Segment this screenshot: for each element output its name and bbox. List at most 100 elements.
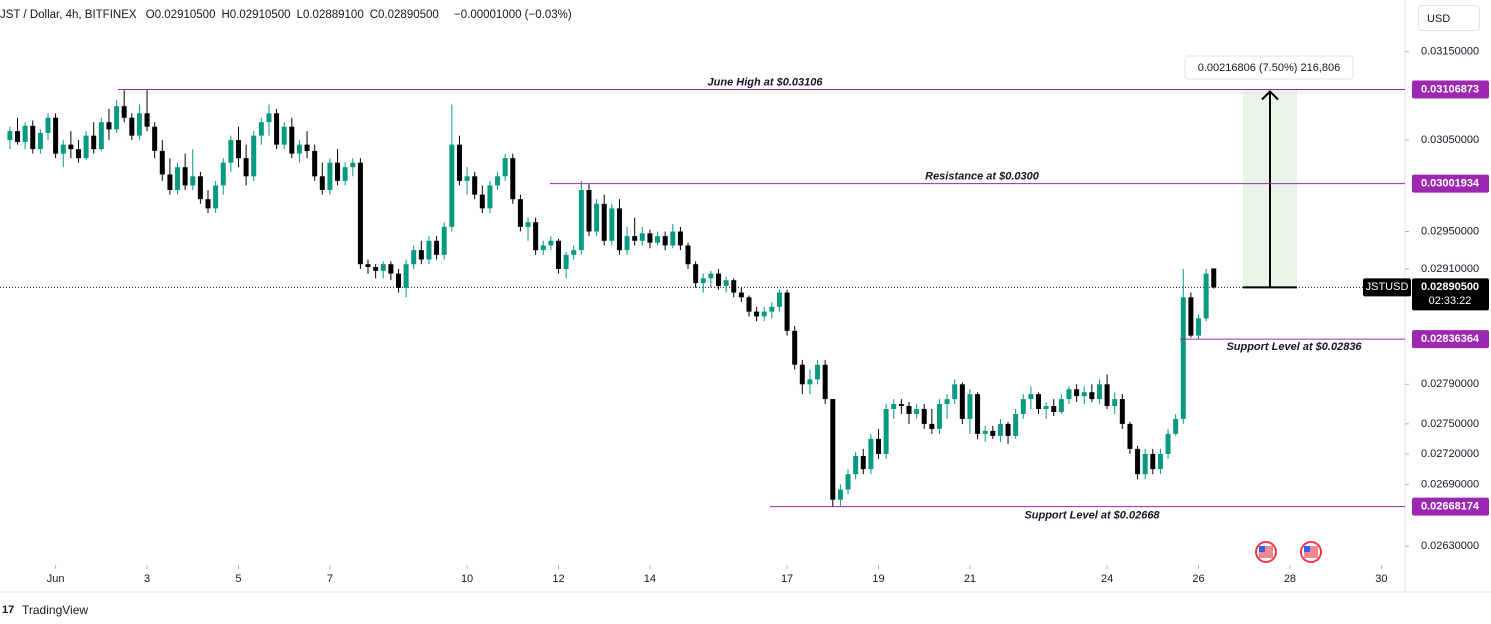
candle-body [182,167,188,186]
candle-body [266,113,272,123]
candle-body [220,162,226,186]
candle-body [1180,297,1186,419]
candle-body [601,203,607,241]
candle-body [1028,394,1034,400]
symbol-legend: JST / Dollar, 4h, BITFINEX O0.02910500 H0… [0,9,578,21]
candle-body [45,117,51,133]
candle-body [845,474,851,490]
candle-body [418,250,424,260]
candle-body [876,438,882,454]
candle-body [982,430,988,434]
candle-body [868,438,874,470]
x-tick-label: 30 [1375,573,1387,585]
candle-body [533,222,539,251]
candle-body [304,144,310,151]
candle-body [388,264,394,274]
candle-body [929,423,935,429]
candle-body [731,280,737,293]
candle-body [647,233,653,243]
candle-body [281,126,287,145]
candle-body [22,125,28,142]
x-tick-label: 26 [1192,573,1204,585]
candle-body [335,162,341,181]
symbol-badge-label: JSTUSD [1366,281,1409,293]
level-note: Resistance at $0.0300 [925,171,1040,183]
candle-body [479,194,485,209]
candle-body [434,240,440,255]
candle-body [670,231,676,246]
candle-body [327,162,333,191]
candle-body [205,199,211,209]
candle-body [784,292,790,331]
currency-button[interactable]: USD [1418,5,1480,31]
level-badge-label: 0.03001934 [1421,178,1480,190]
y-tick-label: 0.02720000 [1421,448,1479,460]
candle-body [1127,423,1133,449]
change: −0.00001000 (−0.03%) [454,9,572,21]
candle-body [68,144,74,150]
candle-body [152,126,158,151]
level-badge-label: 0.03106873 [1421,83,1479,95]
y-tick-label: 0.02690000 [1421,478,1479,490]
x-tick-label: 17 [781,573,793,585]
x-tick-label: 21 [964,573,976,585]
candle-body [959,384,965,419]
candle-body [258,122,264,136]
candle-body [1142,453,1148,475]
candle-body [1058,399,1064,412]
level-badge-label: 0.02836364 [1421,333,1480,345]
candle-body [685,245,691,265]
brand: TradingView [22,603,89,617]
candle-body [75,149,81,159]
candle-body [1096,384,1102,400]
candle-body [121,106,127,118]
candle-body [1196,318,1202,336]
ohlc-fields: O0.02910500 H0.02910500 L0.02889100 C0.0289… [146,9,445,21]
candle-body [106,122,112,130]
candle-body [1112,399,1118,407]
field-key: O [145,9,155,21]
candle-body [274,113,280,145]
field-key: C [369,9,379,21]
candle-body [319,176,325,191]
candle-body [792,330,798,365]
level-badge [1412,330,1489,349]
candle-body [190,176,196,186]
candle-body [289,126,295,154]
candle-body [563,254,569,269]
candle-body [464,176,470,181]
candle-body [860,455,866,470]
candle-body [936,404,942,429]
candle-body [883,408,889,454]
candle-body [853,455,859,475]
candle-body [807,379,813,385]
x-tick-label: 10 [461,573,473,585]
candle-body [441,226,447,255]
candle-body [1081,392,1087,397]
field-value: 0.02910500 [229,9,291,21]
x-tick-label: 24 [1101,573,1113,585]
candle-body [1188,297,1194,336]
candle-body [159,150,165,175]
candle-body [1211,268,1217,288]
field-key: H [221,9,230,21]
candle-body [373,267,379,271]
candle-body [312,150,318,177]
candle-body [586,190,592,232]
candle-body [510,158,516,200]
candle-body [822,364,828,400]
x-tick-label: 3 [144,573,150,585]
candle-body [830,399,836,500]
candle-body [1135,448,1141,475]
candle-body [761,311,767,317]
candle-body [114,106,120,130]
candle-body [1005,423,1011,436]
candle-body [921,408,927,424]
field-key: L [296,9,303,21]
candle-body [517,199,523,227]
candle-body [1074,389,1080,397]
candle-body [609,208,615,241]
candle-body [380,264,386,271]
candle-body [449,144,455,227]
x-tick-label: Jun [47,573,65,585]
